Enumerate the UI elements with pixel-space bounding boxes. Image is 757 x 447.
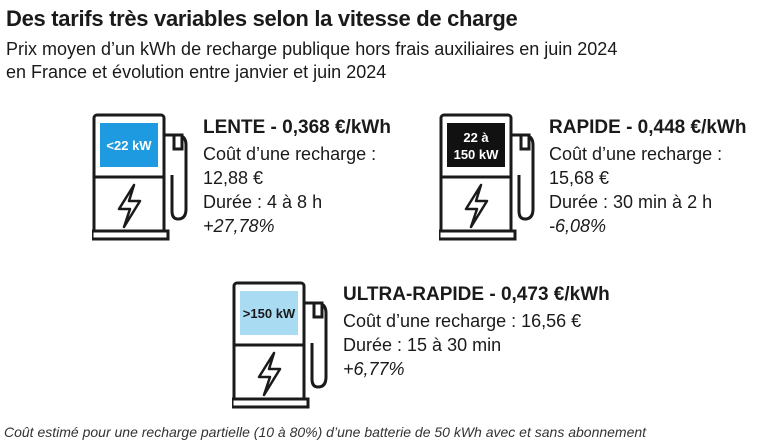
rapide-cost-label: Coût d’une recharge : <box>549 144 723 164</box>
rapide-info: RAPIDE - 0,448 €/kWh Coût d’une recharge… <box>549 116 746 238</box>
charger-lente-icon: <22 kW <box>92 113 192 241</box>
rapide-change: -6,08% <box>549 216 607 236</box>
subtitle-line-2: en France et évolution entre janvier et … <box>6 62 387 82</box>
footnote: Coût estimé pour une recharge partielle … <box>4 424 647 440</box>
lente-change: +27,78% <box>203 216 275 236</box>
ultra-info: ULTRA-RAPIDE - 0,473 €/kWh Coût d’une re… <box>343 283 610 381</box>
rapide-heading: RAPIDE - 0,448 €/kWh <box>549 117 747 138</box>
lente-cost-value: 12,88 € <box>203 168 264 188</box>
ultra-change: +6,77% <box>343 359 405 379</box>
charger-rapide-icon: 22 à 150 kW <box>439 113 539 241</box>
lente-info: LENTE - 0,368 €/kWh Coût d’une recharge … <box>203 116 391 238</box>
lente-duration: Durée : 4 à 8 h <box>203 192 323 212</box>
screen-ultra-label: >150 kW <box>243 306 296 321</box>
ultra-cost: Coût d’une recharge : 16,56 € <box>343 311 582 331</box>
lente-heading: LENTE - 0,368 €/kWh <box>203 117 391 138</box>
page-title: Des tarifs très variables selon la vites… <box>6 6 518 31</box>
subtitle-line-1: Prix moyen d’un kWh de recharge publique… <box>6 39 618 59</box>
charger-ultra-icon: >150 kW <box>232 281 332 409</box>
rapide-duration: Durée : 30 min à 2 h <box>549 192 713 212</box>
screen-rapide-label-1: 22 à <box>463 130 489 145</box>
screen-rapide <box>447 123 505 167</box>
page-subtitle: Prix moyen d’un kWh de recharge publique… <box>6 38 706 84</box>
lente-cost-label: Coût d’une recharge : <box>203 144 377 164</box>
screen-ultra <box>240 291 298 335</box>
screen-lente-label: <22 kW <box>106 138 152 153</box>
ultra-duration: Durée : 15 à 30 min <box>343 335 502 355</box>
screen-rapide-label-2: 150 kW <box>454 147 500 162</box>
rapide-cost-value: 15,68 € <box>549 168 610 188</box>
ultra-heading: ULTRA-RAPIDE - 0,473 €/kWh <box>343 284 610 305</box>
screen-lente <box>100 123 158 167</box>
